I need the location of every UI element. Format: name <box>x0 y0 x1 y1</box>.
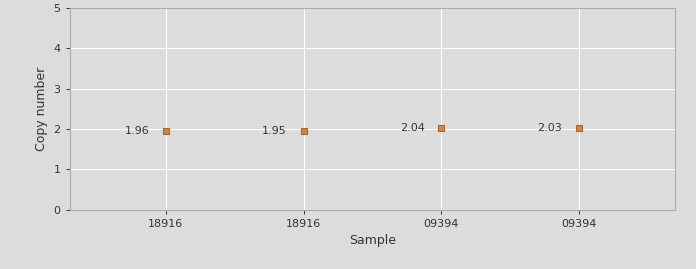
Y-axis label: Copy number: Copy number <box>35 67 48 151</box>
Text: 2.04: 2.04 <box>400 122 425 133</box>
Text: 2.03: 2.03 <box>537 123 562 133</box>
Text: 1.95: 1.95 <box>262 126 287 136</box>
Text: 1.96: 1.96 <box>125 126 150 136</box>
X-axis label: Sample: Sample <box>349 234 396 247</box>
